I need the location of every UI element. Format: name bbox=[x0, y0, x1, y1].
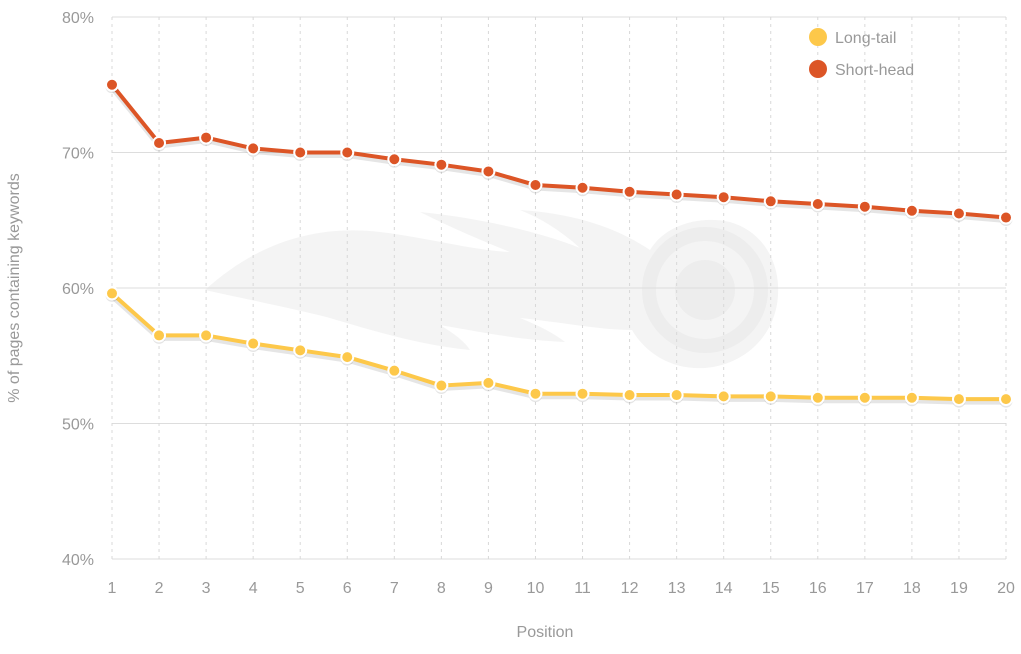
data-point[interactable] bbox=[999, 392, 1013, 407]
data-point[interactable] bbox=[434, 378, 449, 393]
x-tick-label: 10 bbox=[527, 580, 545, 597]
series-line-long-tail bbox=[110, 291, 1008, 402]
data-point[interactable] bbox=[904, 390, 919, 405]
x-tick-label: 9 bbox=[484, 580, 493, 597]
data-point[interactable] bbox=[199, 328, 214, 343]
flame-logo-icon bbox=[205, 210, 779, 369]
x-tick-label: 7 bbox=[390, 580, 399, 597]
x-tick-label: 4 bbox=[249, 580, 258, 597]
x-tick-label: 6 bbox=[343, 580, 352, 597]
x-tick-label: 18 bbox=[903, 580, 921, 597]
data-point[interactable] bbox=[951, 206, 966, 221]
legend-label: Long-tail bbox=[835, 30, 896, 47]
data-point[interactable] bbox=[293, 145, 308, 160]
x-tick-label: 14 bbox=[715, 580, 733, 597]
y-tick-label: 50% bbox=[62, 417, 94, 434]
data-point[interactable] bbox=[857, 199, 872, 214]
x-tick-labels: 1 2 3 4 5 6 7 8 9 10 11 12 13 14 15 16 17 18 19 20 bbox=[108, 580, 1015, 597]
data-point[interactable] bbox=[152, 328, 167, 343]
x-axis-title: Position bbox=[517, 624, 574, 641]
data-point[interactable] bbox=[105, 286, 119, 301]
data-point[interactable] bbox=[904, 203, 919, 218]
data-point[interactable] bbox=[669, 187, 684, 202]
data-point[interactable] bbox=[575, 386, 590, 401]
y-tick-label: 70% bbox=[62, 146, 94, 163]
data-point[interactable] bbox=[528, 178, 543, 193]
x-tick-label: 19 bbox=[950, 580, 968, 597]
data-point[interactable] bbox=[246, 336, 261, 351]
data-point[interactable] bbox=[622, 184, 637, 199]
x-tick-label: 15 bbox=[762, 580, 780, 597]
series-points bbox=[105, 77, 1013, 408]
data-point[interactable] bbox=[716, 389, 731, 404]
data-point[interactable] bbox=[763, 389, 778, 404]
data-point[interactable] bbox=[152, 136, 167, 151]
series-line-short-head bbox=[110, 82, 1008, 220]
gridlines bbox=[111, 16, 1007, 560]
data-point[interactable] bbox=[340, 145, 355, 160]
y-tick-label: 80% bbox=[62, 10, 94, 27]
data-point[interactable] bbox=[528, 386, 543, 401]
data-point[interactable] bbox=[810, 390, 825, 405]
x-tick-label: 13 bbox=[668, 580, 686, 597]
data-point[interactable] bbox=[716, 190, 731, 205]
data-point[interactable] bbox=[293, 343, 308, 358]
x-tick-label: 17 bbox=[856, 580, 874, 597]
y-tick-label: 60% bbox=[62, 281, 94, 298]
data-point[interactable] bbox=[387, 363, 402, 378]
data-point[interactable] bbox=[481, 375, 496, 390]
x-tick-label: 8 bbox=[437, 580, 446, 597]
data-point[interactable] bbox=[810, 196, 825, 211]
series-lines bbox=[109, 82, 1009, 405]
y-axis-title: % of pages containing keywords bbox=[6, 173, 23, 402]
x-tick-label: 1 bbox=[108, 580, 117, 597]
data-point[interactable] bbox=[105, 77, 119, 92]
x-tick-label: 2 bbox=[155, 580, 164, 597]
x-tick-label: 20 bbox=[997, 580, 1015, 597]
legend: Long-tail Short-head bbox=[809, 28, 914, 79]
series-shadow bbox=[109, 293, 1009, 405]
x-tick-label: 11 bbox=[574, 580, 591, 597]
data-point[interactable] bbox=[999, 210, 1013, 225]
x-tick-label: 12 bbox=[621, 580, 639, 597]
data-point[interactable] bbox=[763, 194, 778, 209]
data-point[interactable] bbox=[434, 157, 449, 172]
data-point[interactable] bbox=[622, 388, 637, 403]
y-tick-label: 40% bbox=[62, 552, 94, 569]
data-point[interactable] bbox=[951, 392, 966, 407]
data-point[interactable] bbox=[481, 164, 496, 179]
x-tick-label: 5 bbox=[296, 580, 305, 597]
x-tick-label: 3 bbox=[202, 580, 211, 597]
data-point[interactable] bbox=[857, 390, 872, 405]
data-point[interactable] bbox=[387, 152, 402, 167]
legend-label: Short-head bbox=[835, 62, 914, 79]
data-point[interactable] bbox=[340, 350, 355, 365]
data-point[interactable] bbox=[246, 141, 261, 156]
data-point[interactable] bbox=[575, 180, 590, 195]
data-point[interactable] bbox=[199, 130, 214, 145]
series-shadow bbox=[109, 85, 1009, 224]
data-point[interactable] bbox=[669, 388, 684, 403]
legend-marker bbox=[809, 60, 827, 78]
legend-marker bbox=[809, 28, 827, 46]
y-tick-labels: 40% 50% 60% 70% 80% bbox=[62, 10, 94, 569]
x-tick-label: 16 bbox=[809, 580, 827, 597]
